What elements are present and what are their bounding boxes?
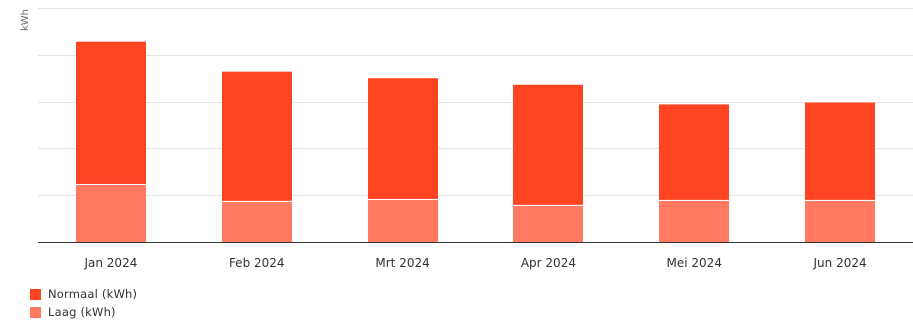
- bar-segment-normaal[interactable]: [513, 84, 583, 205]
- x-tick-label: Jun 2024: [813, 256, 867, 270]
- x-axis-labels: Jan 2024 Feb 2024 Mrt 2024 Apr 2024 Mei 2024…: [83, 256, 866, 270]
- stacked-bar-chart: kWh Jan 2024 Feb 2024 Mrt 2024 Apr 2024 Mei …: [20, 8, 913, 270]
- x-tick-label: Mei 2024: [667, 256, 722, 270]
- x-tick-label: Mrt 2024: [375, 256, 429, 270]
- legend-swatch-laag: [30, 306, 41, 318]
- bar-segment-normaal[interactable]: [805, 102, 875, 200]
- legend-item-normaal[interactable]: Normaal (kWh): [30, 285, 137, 303]
- legend-label-normaal: Normaal (kWh): [48, 287, 138, 301]
- y-axis-label: kWh: [20, 9, 31, 31]
- gridlines: [38, 8, 913, 196]
- x-tick-label: Feb 2024: [229, 256, 285, 270]
- legend-label-laag: Laag (kWh): [48, 305, 116, 319]
- bar-segment-laag[interactable]: [513, 204, 583, 242]
- legend-swatch-normaal: [30, 288, 41, 300]
- x-tick-label: Apr 2024: [521, 256, 576, 270]
- bar-segment-normaal[interactable]: [222, 71, 292, 201]
- x-tick-label: Jan 2024: [83, 256, 137, 270]
- bar-segment-laag[interactable]: [222, 200, 292, 242]
- bar-segment-normaal[interactable]: [659, 104, 729, 200]
- bars: [76, 41, 875, 242]
- bar-segment-laag[interactable]: [805, 199, 875, 242]
- bar-segment-laag[interactable]: [368, 198, 438, 242]
- legend-item-laag[interactable]: Laag (kWh): [30, 303, 137, 321]
- bar-segment-laag[interactable]: [659, 199, 729, 242]
- bar-segment-laag[interactable]: [76, 183, 146, 242]
- bar-segment-normaal[interactable]: [76, 41, 146, 184]
- bar-segment-normaal[interactable]: [368, 78, 438, 199]
- legend: Normaal (kWh) Laag (kWh): [30, 285, 137, 321]
